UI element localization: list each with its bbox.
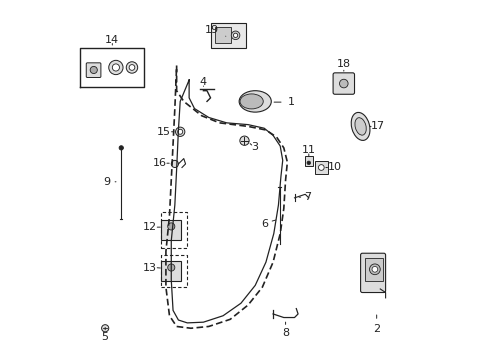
- Text: 18: 18: [336, 59, 350, 68]
- FancyBboxPatch shape: [161, 220, 181, 240]
- FancyBboxPatch shape: [304, 156, 312, 166]
- Text: 16: 16: [152, 158, 166, 168]
- Circle shape: [167, 223, 175, 230]
- FancyBboxPatch shape: [215, 27, 230, 43]
- Circle shape: [90, 66, 97, 73]
- Text: 14: 14: [105, 35, 119, 45]
- Text: 11: 11: [301, 145, 315, 156]
- Circle shape: [175, 127, 184, 136]
- FancyBboxPatch shape: [210, 23, 246, 48]
- Text: 1: 1: [287, 97, 294, 107]
- Circle shape: [371, 266, 377, 272]
- Circle shape: [108, 60, 123, 75]
- Text: 5: 5: [102, 332, 108, 342]
- Circle shape: [318, 165, 324, 170]
- FancyBboxPatch shape: [364, 257, 382, 281]
- Circle shape: [119, 146, 123, 150]
- Circle shape: [306, 161, 310, 165]
- Circle shape: [240, 136, 248, 145]
- FancyBboxPatch shape: [332, 73, 354, 94]
- Ellipse shape: [240, 94, 263, 109]
- Circle shape: [369, 264, 380, 275]
- Circle shape: [171, 160, 178, 167]
- Text: 19: 19: [205, 25, 219, 35]
- Text: 2: 2: [372, 324, 380, 334]
- Ellipse shape: [239, 91, 271, 112]
- Circle shape: [126, 62, 138, 73]
- Circle shape: [231, 31, 240, 40]
- Text: 12: 12: [142, 222, 157, 232]
- Circle shape: [102, 325, 108, 332]
- Text: 8: 8: [282, 328, 288, 338]
- Text: 9: 9: [103, 177, 110, 187]
- Circle shape: [339, 79, 347, 88]
- FancyBboxPatch shape: [360, 253, 385, 293]
- Text: 17: 17: [370, 121, 384, 131]
- Circle shape: [167, 264, 175, 271]
- Ellipse shape: [350, 112, 369, 140]
- FancyBboxPatch shape: [161, 261, 181, 281]
- Text: 3: 3: [250, 142, 258, 152]
- Circle shape: [233, 33, 237, 37]
- FancyBboxPatch shape: [314, 161, 327, 174]
- Text: 6: 6: [261, 219, 268, 229]
- Text: 13: 13: [142, 262, 157, 273]
- Text: 10: 10: [327, 162, 341, 172]
- Text: 7: 7: [303, 192, 310, 202]
- Text: 4: 4: [199, 77, 206, 87]
- Ellipse shape: [354, 118, 366, 135]
- Circle shape: [177, 129, 183, 134]
- Circle shape: [129, 64, 135, 70]
- FancyBboxPatch shape: [86, 63, 101, 77]
- Text: 15: 15: [157, 127, 171, 137]
- Circle shape: [112, 64, 119, 71]
